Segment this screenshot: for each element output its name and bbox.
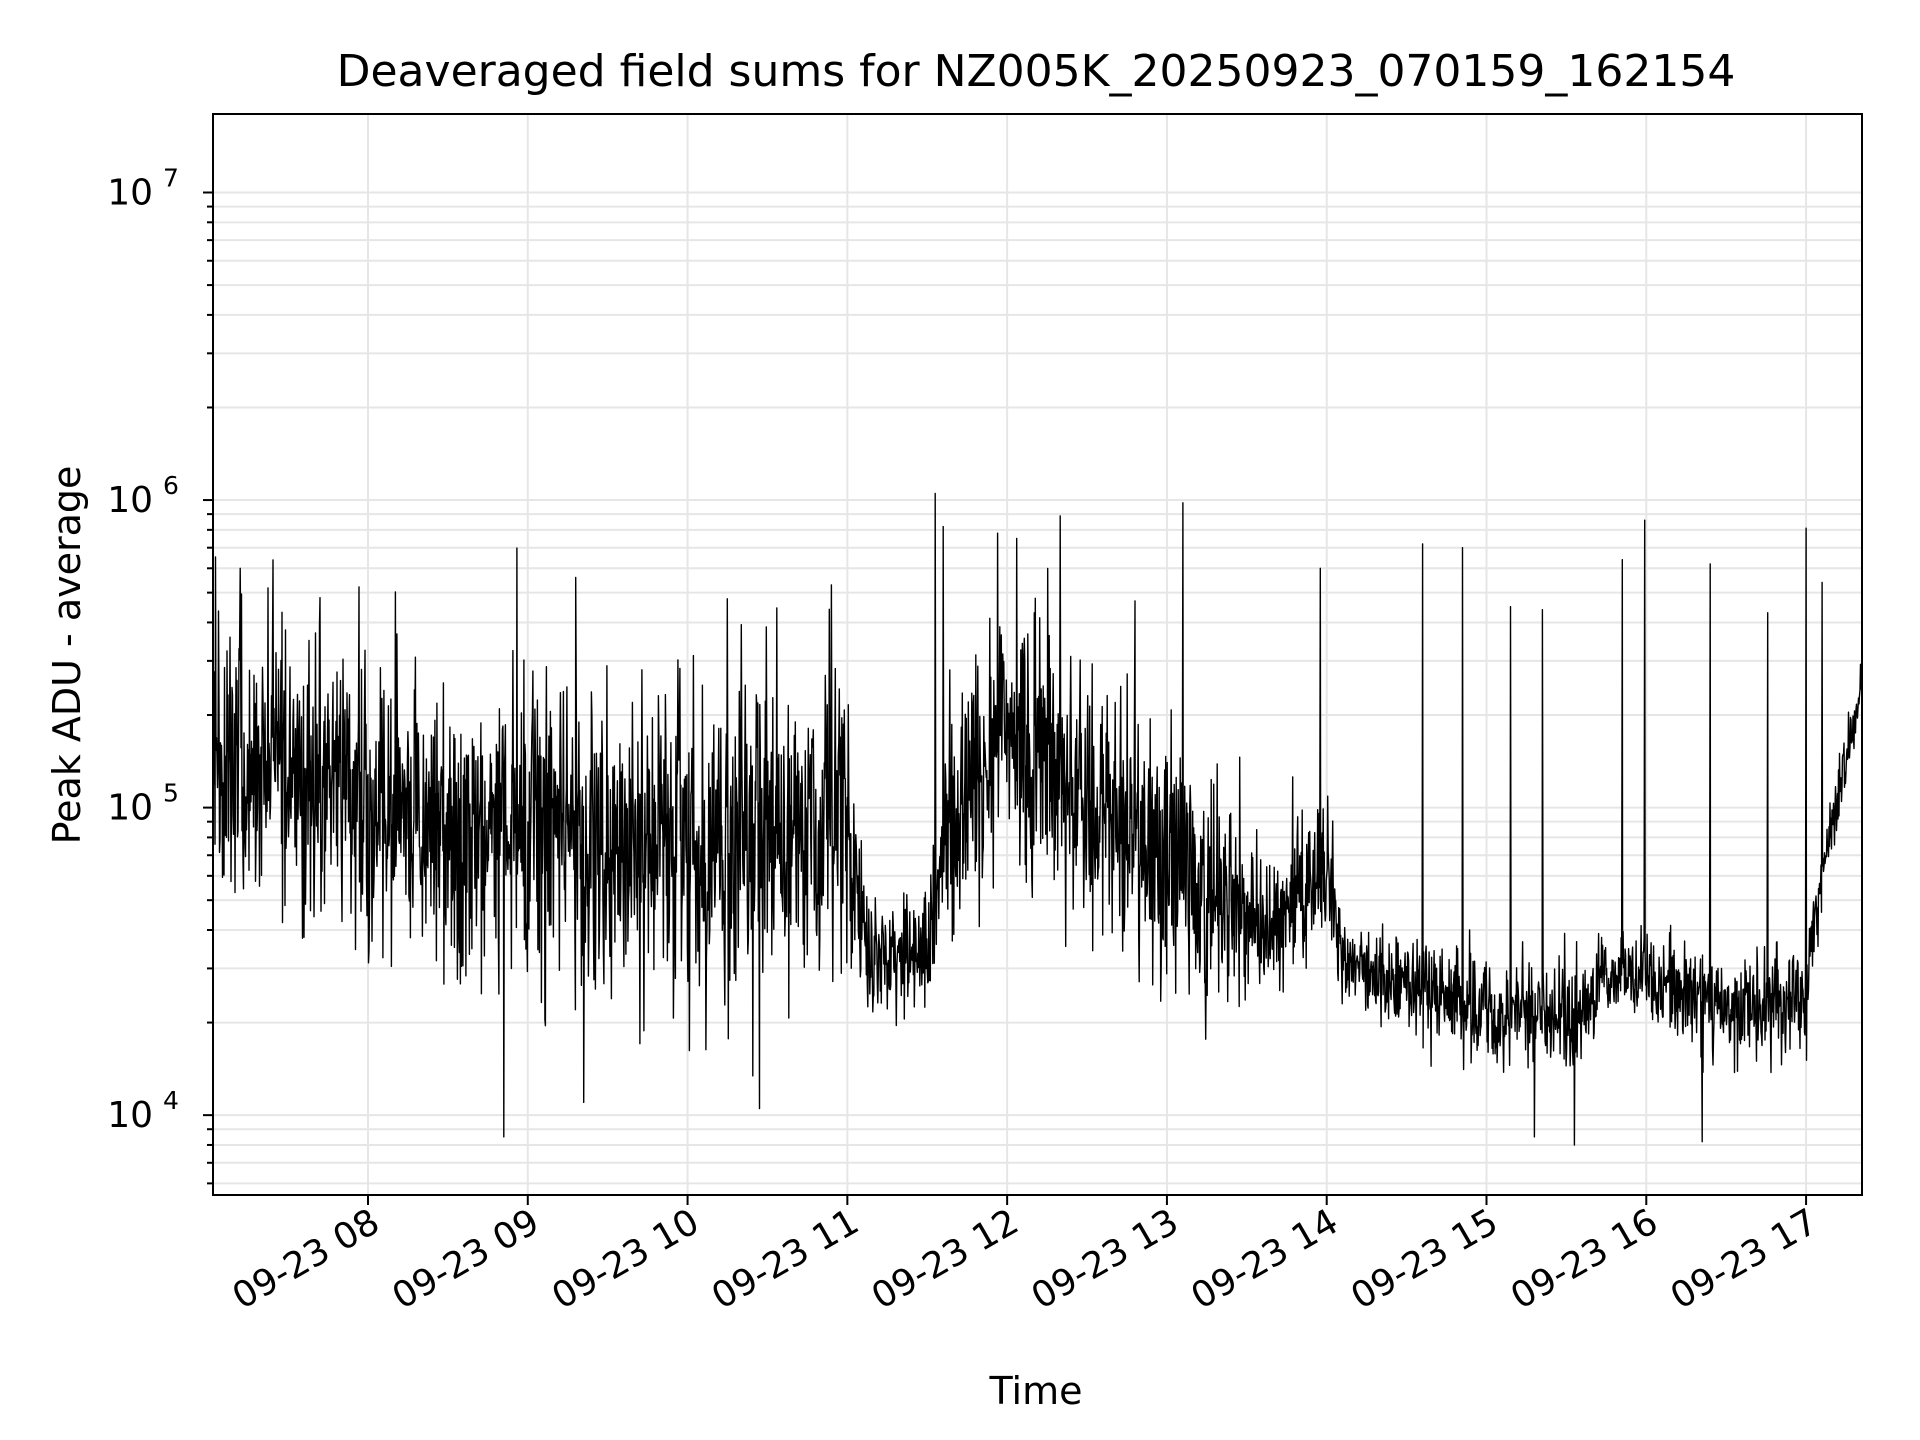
- y-tick-label: 10: [107, 480, 153, 521]
- chart-title: Deaveraged field sums for NZ005K_2025092…: [337, 46, 1736, 97]
- y-tick-label: 10: [107, 788, 153, 829]
- y-tick-exponent: 5: [163, 779, 179, 808]
- x-axis-label: Time: [989, 1369, 1083, 1413]
- y-tick-exponent: 4: [163, 1086, 179, 1115]
- grid: [213, 114, 1862, 1195]
- y-tick-exponent: 6: [163, 471, 179, 500]
- series-line: [213, 492, 1862, 1146]
- y-tick-exponent: 7: [163, 164, 179, 193]
- plot-frame: [212, 113, 1863, 1196]
- series-group: [213, 492, 1862, 1146]
- y-axis-label: Peak ADU - average: [45, 466, 89, 845]
- y-tick-label: 10: [107, 173, 153, 214]
- y-tick-label: 10: [107, 1095, 153, 1136]
